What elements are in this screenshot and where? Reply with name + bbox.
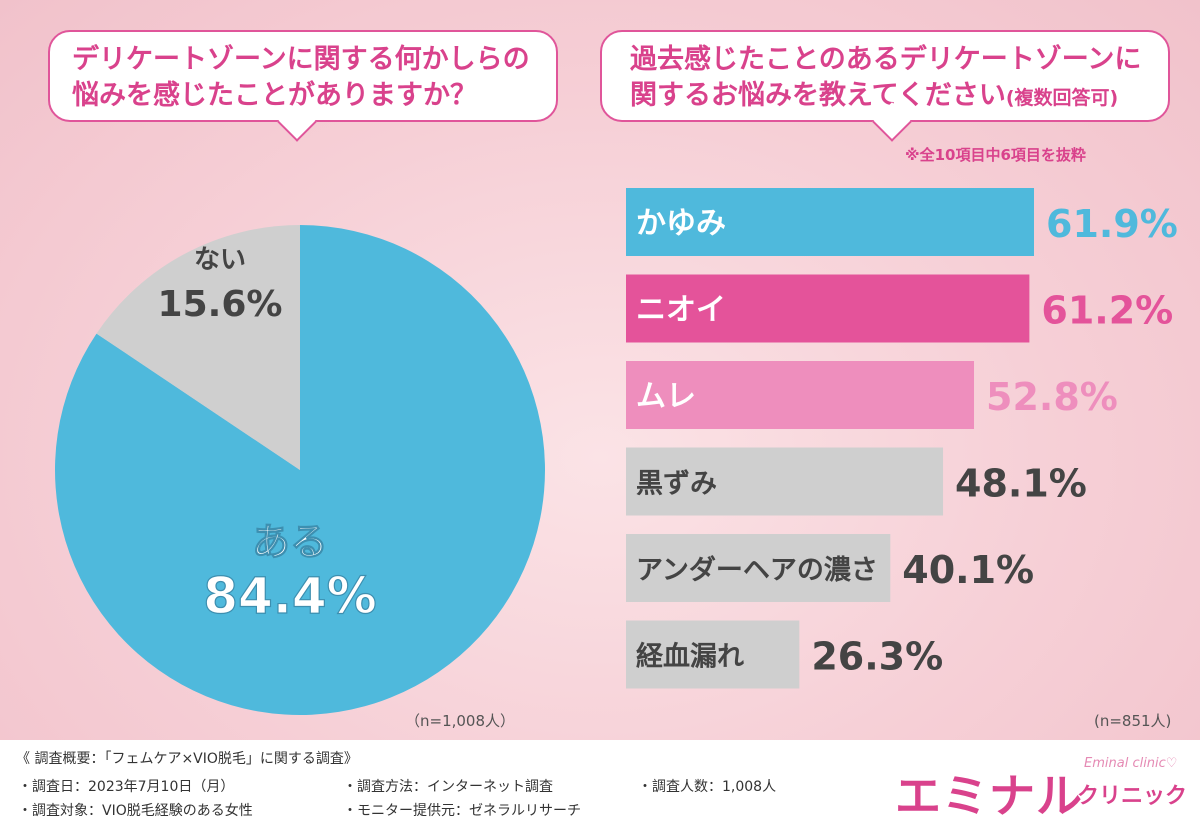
bar-category-1: ニオイ xyxy=(636,293,726,328)
right-question-line2-wrap: 関するお悩みを教えてください(複数回答可) xyxy=(630,78,1168,116)
survey-title: 《 調査概要：「フェムケア×VIO脱毛」に関する調査》 xyxy=(16,751,358,767)
right-sample-size: (n=851人) xyxy=(1094,712,1172,730)
bar-value-0: 61.9% xyxy=(1046,202,1178,246)
bar-category-2: ムレ xyxy=(636,379,696,414)
bar-chart: かゆみ 61.9% ニオイ 61.2% ムレ 52.8% 黒ずみ 48.1% アンダーヘアの濃さ… xyxy=(626,188,1178,689)
bar-category-4: アンダーヘアの濃さ xyxy=(636,554,878,586)
right-question-suffix: (複数回答可) xyxy=(1005,87,1119,109)
pie-slice-1 xyxy=(96,225,301,470)
bar-5 xyxy=(626,620,800,689)
bar-category-0: かゆみ xyxy=(636,206,726,241)
bar-value-3: 48.1% xyxy=(955,462,1087,506)
pie-label-1: ない xyxy=(194,245,246,275)
right-question-line1: 過去感じたことのあるデリケートゾーンに xyxy=(630,44,1142,75)
bar-0 xyxy=(626,188,1034,256)
left-sample-size: （n=1,008人） xyxy=(405,712,516,730)
logo-main: エミナル xyxy=(895,769,1083,823)
pie-value-1: 15.6% xyxy=(158,284,283,325)
bar-category-5: 経血漏れ xyxy=(636,641,744,673)
left-question-line2: 悩みを感じたことがありますか？ xyxy=(72,80,477,111)
bar-3 xyxy=(626,447,944,516)
bar-1 xyxy=(626,274,1030,343)
pie-label-0: ある xyxy=(252,520,328,564)
survey-method: ・調査方法：インターネット調査 xyxy=(343,779,553,795)
right-question-line2: 関するお悩みを教えてください xyxy=(630,80,1006,111)
survey-date: ・調査日：2023年7月10日（月） xyxy=(18,779,235,795)
survey-target: ・調査対象：VIO脱毛経験のある女性 xyxy=(18,803,253,819)
bar-value-4: 40.1% xyxy=(902,548,1034,592)
pie-slice-0 xyxy=(54,225,545,715)
bar-category-3: 黒ずみ xyxy=(636,469,717,500)
footer: 《 調査概要：「フェムケア×VIO脱毛」に関する調査》 ・調査日：2023年7月… xyxy=(0,740,1200,831)
bar-value-5: 26.3% xyxy=(811,635,943,679)
survey-count: ・調査人数：1,008人 xyxy=(638,779,777,795)
survey-monitor: ・モニター提供元：ゼネラルリサーチ xyxy=(343,803,581,819)
logo-sub: クリニック xyxy=(1077,784,1188,809)
right-question-bubble: 過去感じたことのあるデリケートゾーンに 関するお悩みを教えてください(複数回答可… xyxy=(600,30,1170,122)
bar-value-2: 52.8% xyxy=(986,375,1118,419)
logo-en: Eminal clinic♡ xyxy=(1084,756,1178,771)
bar-4 xyxy=(626,534,891,602)
excerpt-note: ※全10項目中6項目を抜粋 xyxy=(905,146,1086,164)
bar-value-1: 61.2% xyxy=(1041,289,1173,333)
left-question-bubble: デリケートゾーンに関する何かしらの 悩みを感じたことがありますか？ xyxy=(48,30,558,122)
left-question-line1: デリケートゾーンに関する何かしらの xyxy=(72,44,530,75)
bar-2 xyxy=(626,361,975,429)
pie-value-0: 84.4% xyxy=(203,567,376,625)
